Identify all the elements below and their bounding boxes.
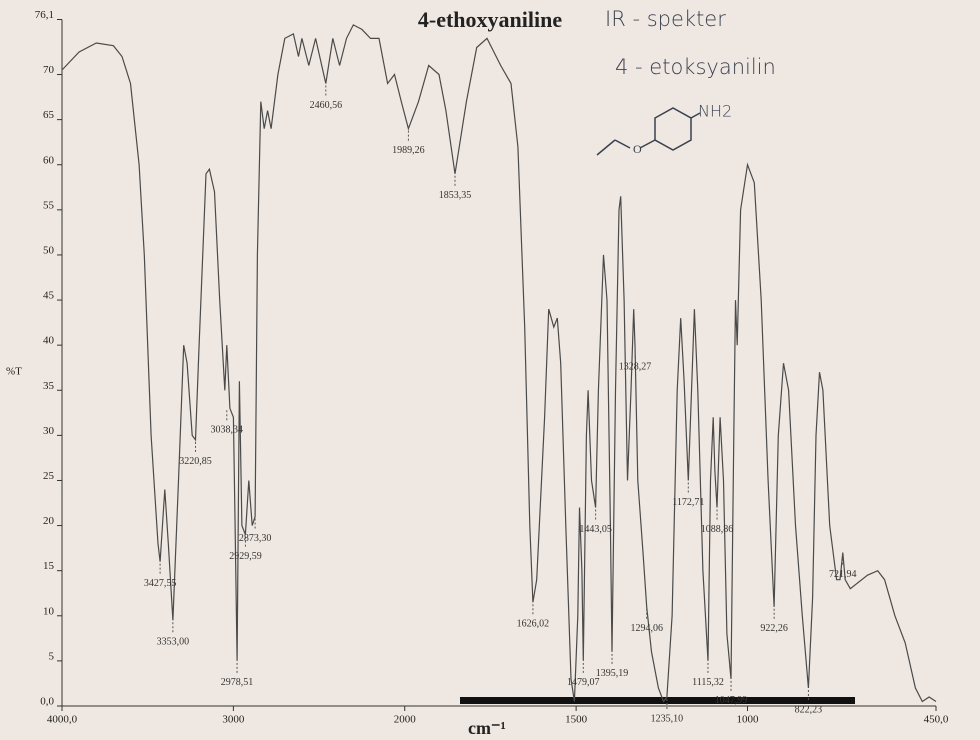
handwritten-note: NH2 [698, 102, 732, 121]
peak-label: 1047,99 [715, 695, 748, 706]
peak-label: 822,23 [795, 704, 823, 715]
peak-label: 3427,55 [144, 578, 177, 589]
molecule-sketch: O [596, 107, 701, 156]
chart-title: 4-ethoxyaniline [418, 7, 562, 32]
y-tick-label: 65 [43, 109, 55, 121]
y-tick-label: 50 [43, 244, 55, 256]
x-tick-label: 1500 [565, 714, 588, 726]
y-tick-label: 20 [43, 515, 55, 527]
y-axis-label: %T [6, 366, 22, 378]
peak-label: 1088,86 [701, 524, 734, 535]
y-tick-label: 10 [43, 605, 55, 617]
y-tick-label: 35 [43, 380, 55, 392]
x-tick-label: 450,0 [924, 714, 949, 726]
peak-label: 2460,56 [310, 100, 343, 111]
x-tick-label: 3000 [222, 714, 245, 726]
peak-label: 2873,30 [239, 533, 272, 544]
peak-label: 1853,35 [439, 190, 472, 201]
handwritten-note: 4 - etoksyanilin [615, 55, 776, 79]
x-tick-label: 2000 [394, 714, 417, 726]
peak-label: 1328,27 [619, 361, 652, 372]
y-tick-label: 40 [43, 335, 55, 347]
y-tick-label: 30 [43, 425, 55, 437]
peak-label: 1294,06 [630, 623, 663, 634]
x-axis-label: cm⁻¹ [468, 718, 506, 738]
peak-label: 721,94 [829, 569, 857, 580]
peak-label: 1172,71 [672, 497, 704, 508]
y-tick-label: 76,1 [35, 9, 54, 21]
y-tick-label: 60 [43, 154, 55, 166]
x-tick-label: 4000,0 [47, 714, 78, 726]
y-tick-label: 70 [43, 64, 55, 76]
peak-label: 1235,10 [651, 713, 684, 724]
y-tick-label: 5 [49, 650, 55, 662]
scan-bar [460, 697, 855, 704]
y-tick-label: 15 [43, 560, 55, 572]
svg-text:O: O [633, 142, 642, 156]
peak-label: 1395,19 [596, 668, 629, 679]
peak-label: 1626,02 [517, 619, 550, 630]
y-tick-label: 45 [43, 290, 55, 302]
handwritten-note: IR - spekter [605, 7, 726, 31]
peak-label: 1443,05 [579, 524, 612, 535]
peak-label: 922,26 [760, 623, 788, 634]
x-tick-label: 1000 [736, 714, 759, 726]
peak-label: 3353,00 [157, 637, 190, 648]
spectrum-line [61, 24, 937, 703]
peak-label: 3220,85 [179, 456, 212, 467]
peak-label: 1989,26 [392, 145, 425, 156]
y-tick-label: 55 [43, 199, 55, 211]
peak-label: 3038,34 [211, 425, 244, 436]
peak-label: 1479,07 [567, 677, 600, 688]
y-tick-label: 0,0 [40, 696, 54, 708]
peak-label: 2978,51 [221, 677, 254, 688]
y-tick-label: 25 [43, 470, 55, 482]
peak-label: 1115,32 [692, 677, 724, 688]
peak-label: 2929,59 [229, 551, 262, 562]
